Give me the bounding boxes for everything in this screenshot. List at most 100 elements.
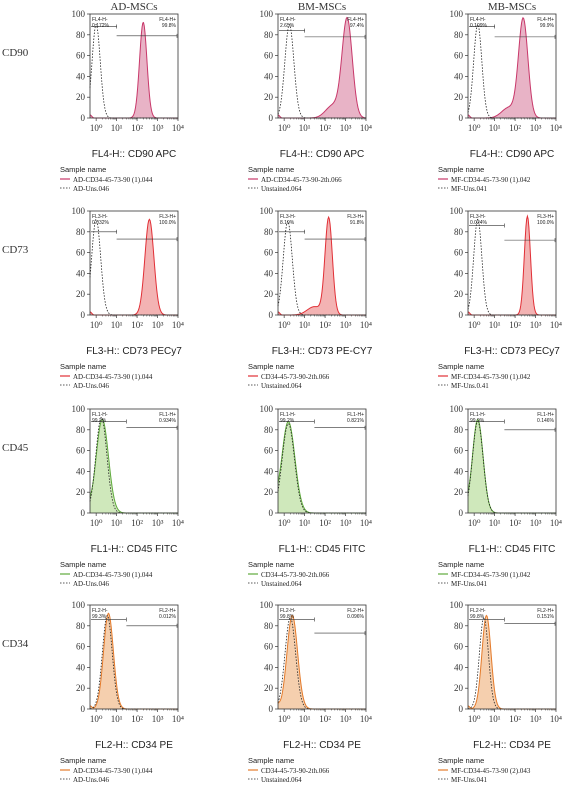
gate-positive-value: 100.0% [159, 220, 177, 226]
x-tick-label: 10¹ [489, 123, 501, 133]
legend-title: Sample name [438, 165, 484, 174]
y-tick-label: 100 [260, 600, 274, 610]
y-tick-label: 40 [264, 71, 274, 81]
x-tick-label: 10³ [530, 123, 542, 133]
y-tick-label: 0 [81, 113, 86, 123]
y-tick-label: 80 [76, 425, 86, 435]
y-tick-label: 80 [264, 425, 274, 435]
x-tick-label: 10⁴ [360, 320, 372, 330]
gate-negative-label: FL1-H- [280, 412, 296, 418]
stained-histogram-line [467, 16, 556, 119]
x-tick-label: 10⁰ [468, 518, 481, 528]
x-tick-label: 10¹ [299, 320, 311, 330]
legend-title: Sample name [248, 560, 294, 569]
y-tick-label: 80 [264, 227, 274, 237]
y-tick-label: 0 [459, 310, 464, 320]
gate-positive-value: 0.096% [347, 614, 365, 620]
gate-negative-label: FL2-H- [280, 608, 296, 614]
x-tick-label: 10² [131, 320, 143, 330]
x-tick-label: 10⁰ [90, 320, 103, 330]
gate-negative-label: FL4-H- [280, 17, 296, 23]
gate-positive-label: FL4-H+ [347, 17, 364, 23]
x-tick-label: 10⁴ [172, 518, 184, 528]
y-tick-label: 100 [260, 404, 274, 414]
legend-stained-label: MF-CD34-45-73-90 (1).042 [451, 373, 531, 381]
y-tick-label: 60 [76, 446, 86, 456]
x-tick-label: 10⁴ [360, 123, 372, 133]
y-tick-label: 40 [76, 466, 86, 476]
gate-negative-label: FL3-H- [470, 214, 486, 220]
gate-negative-label: FL2-H- [470, 608, 486, 614]
x-tick-label: 10⁰ [468, 123, 481, 133]
gate-positive-label: FL1-H+ [159, 412, 176, 418]
x-axis-label: FL2-H:: CD34 PE [283, 740, 361, 751]
gate-positive-value: 0.012% [159, 614, 177, 620]
y-tick-label: 40 [76, 268, 86, 278]
x-tick-label: 10² [509, 123, 521, 133]
stained-histogram-fill [468, 216, 556, 315]
plot-frame [277, 13, 367, 119]
x-tick-label: 10² [131, 123, 143, 133]
legend-title: Sample name [438, 362, 484, 371]
gate-positive-label: FL4-H+ [537, 17, 554, 23]
x-tick-label: 10² [509, 518, 521, 528]
y-tick-label: 60 [264, 642, 274, 652]
y-tick-label: 20 [454, 289, 464, 299]
plot-frame [467, 13, 557, 119]
plot-frame [467, 408, 557, 514]
legend-unstained-label: AD-Uns.046 [73, 382, 109, 390]
plot-frame [277, 408, 367, 514]
x-axis-label: FL1-H:: CD45 FITC [91, 544, 178, 555]
legend-unstained-label: MF-Uns.041 [451, 580, 487, 588]
x-tick-label: 10⁴ [550, 518, 562, 528]
gate-negative-label: FL3-H- [92, 214, 108, 220]
y-tick-label: 0 [459, 113, 464, 123]
plot-frame [89, 604, 179, 710]
gate-positive-value: 99.8% [162, 23, 177, 29]
y-tick-label: 80 [454, 30, 464, 40]
histogram-panel-cd34-1: 0 20 40 60 80 100 10⁰ 10¹ 10² 10³ 10⁴ FL2-H-99.8% FL… [248, 600, 372, 784]
gate-positive-value: 0.146% [537, 418, 555, 424]
x-tick-label: 10² [319, 518, 331, 528]
x-tick-label: 10³ [152, 714, 164, 724]
histogram-panel-cd34-2: 0 20 40 60 80 100 10⁰ 10¹ 10² 10³ 10⁴ FL2-H-99.8% FL… [438, 600, 562, 784]
histogram-panel-cd45-2: 0 20 40 60 80 100 10⁰ 10¹ 10² 10³ 10⁴ FL1-H-99.9% FL… [438, 404, 562, 588]
y-tick-label: 60 [76, 51, 86, 61]
y-tick-label: 40 [264, 268, 274, 278]
column-header-mb-mscs: MB-MSCs [488, 1, 536, 13]
legend-title: Sample name [248, 756, 294, 765]
plot-frame [277, 604, 367, 710]
x-tick-label: 10³ [340, 714, 352, 724]
gate-negative-value: 99.8% [470, 614, 485, 620]
x-tick-label: 10⁰ [90, 518, 103, 528]
legend-title: Sample name [438, 560, 484, 569]
y-tick-label: 60 [454, 248, 464, 258]
gate-negative-value: 0.109% [470, 23, 488, 29]
legend-unstained-label: MF-Uns.041 [451, 776, 487, 784]
x-tick-label: 10⁴ [550, 714, 562, 724]
y-tick-label: 0 [269, 508, 274, 518]
y-tick-label: 40 [454, 662, 464, 672]
x-axis-label: FL1-H:: CD45 FITC [469, 544, 556, 555]
stained-histogram-fill [278, 615, 366, 709]
y-tick-label: 100 [72, 9, 86, 19]
x-tick-label: 10¹ [299, 714, 311, 724]
stained-histogram-fill [468, 615, 556, 709]
gate-positive-value: 99.9% [540, 23, 555, 29]
y-tick-label: 20 [264, 683, 274, 693]
y-tick-label: 20 [264, 92, 274, 102]
row-label-cd34: CD34 [2, 638, 29, 650]
y-tick-label: 40 [454, 268, 464, 278]
y-tick-label: 0 [269, 113, 274, 123]
y-tick-label: 20 [454, 683, 464, 693]
gate-positive-value: 0.934% [159, 418, 177, 424]
x-tick-label: 10⁴ [172, 714, 184, 724]
y-tick-label: 100 [450, 404, 464, 414]
y-tick-label: 40 [264, 662, 274, 672]
histogram-panel-cd73-1: 0 20 40 60 80 100 10⁰ 10¹ 10² 10³ 10⁴ FL3-H-8.19% FL… [248, 206, 373, 390]
x-axis-label: FL3-H:: CD73 PECy7 [86, 346, 182, 357]
x-tick-label: 10¹ [111, 123, 123, 133]
x-tick-label: 10¹ [489, 714, 501, 724]
x-tick-label: 10⁰ [468, 714, 481, 724]
y-tick-label: 100 [450, 9, 464, 19]
